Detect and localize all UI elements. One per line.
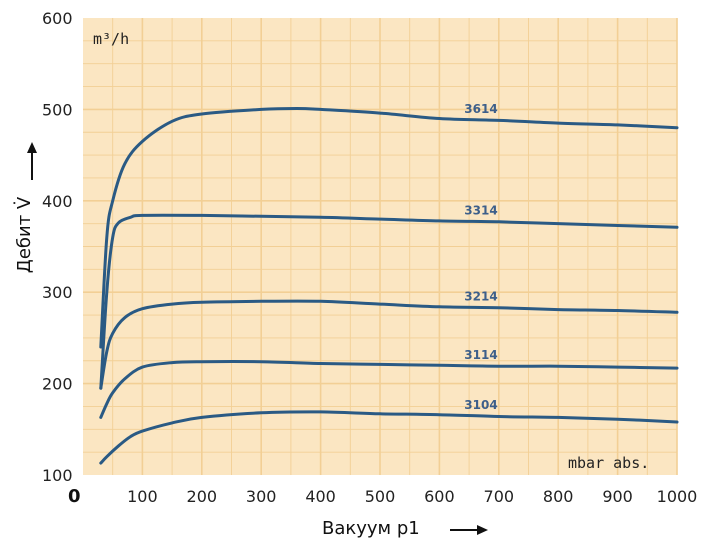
series-label-3104: 3104 <box>464 398 497 412</box>
y-tick-label: 100 <box>42 466 73 485</box>
series-label-3314: 3314 <box>464 204 497 218</box>
x-tick-label: 400 <box>305 487 336 506</box>
series-label-3114: 3114 <box>464 348 497 362</box>
series-label-3614: 3614 <box>464 102 497 116</box>
y-unit-label: m³/h <box>93 30 129 48</box>
y-tick-label: 400 <box>42 192 73 211</box>
y-tick-labels: 100 200 300 400 500 600 <box>42 9 73 485</box>
series-line-3114 <box>99 360 679 419</box>
origin-label: 0 <box>68 486 81 507</box>
series-line-3614 <box>99 107 679 349</box>
series-label-3214: 3214 <box>464 289 497 303</box>
y-axis-arrow <box>27 142 37 180</box>
x-tick-label: 500 <box>365 487 396 506</box>
x-tick-label: 600 <box>424 487 455 506</box>
x-tick-label: 700 <box>484 487 515 506</box>
series-line-3314 <box>99 213 679 390</box>
series-lines <box>99 107 679 465</box>
x-tick-label: 200 <box>187 487 218 506</box>
x-axis-label: Вакуум p1 <box>322 518 420 539</box>
series-line-3214 <box>99 299 679 390</box>
x-axis-arrow <box>450 525 488 535</box>
y-tick-label: 300 <box>42 283 73 302</box>
y-tick-label: 200 <box>42 375 73 394</box>
y-tick-label: 600 <box>42 9 73 28</box>
series-line-3104 <box>99 410 679 465</box>
x-tick-label: 800 <box>543 487 574 506</box>
x-tick-label: 900 <box>602 487 633 506</box>
series-labels: 3614 3314 3214 3114 3104 <box>464 102 497 412</box>
x-tick-label: 300 <box>246 487 277 506</box>
x-tick-label: 1000 <box>657 487 698 506</box>
x-tick-label: 100 <box>127 487 158 506</box>
x-unit-label: mbar abs. <box>568 454 649 472</box>
grid <box>83 18 678 475</box>
y-axis-label: Дебит V̇ <box>14 196 35 273</box>
y-tick-label: 500 <box>42 100 73 119</box>
x-tick-labels: 100 200 300 400 500 600 700 800 900 1000 <box>127 487 697 506</box>
